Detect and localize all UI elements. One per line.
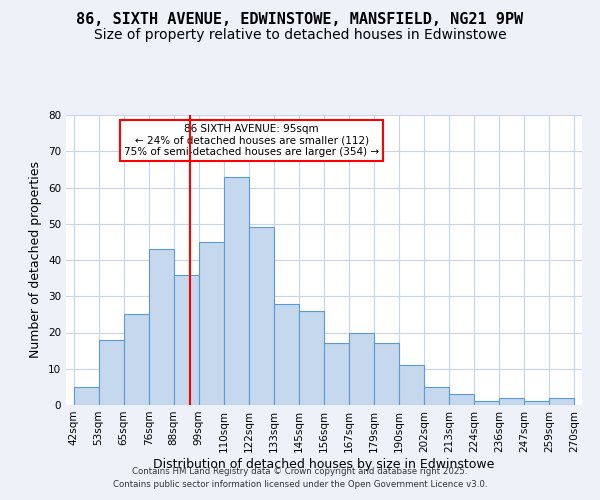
Bar [499,398,524,405]
Bar [249,228,274,405]
Bar [98,340,124,405]
Text: 86, SIXTH AVENUE, EDWINSTOWE, MANSFIELD, NG21 9PW: 86, SIXTH AVENUE, EDWINSTOWE, MANSFIELD,… [76,12,524,28]
Bar [124,314,149,405]
Bar [224,176,249,405]
Bar [550,398,574,405]
Bar [449,394,474,405]
Bar [324,344,349,405]
Bar [424,387,449,405]
Bar [399,365,424,405]
Bar [74,387,98,405]
Bar [349,332,374,405]
Text: Contains HM Land Registry data © Crown copyright and database right 2025.: Contains HM Land Registry data © Crown c… [132,467,468,476]
Text: Size of property relative to detached houses in Edwinstowe: Size of property relative to detached ho… [94,28,506,42]
Bar [374,344,399,405]
X-axis label: Distribution of detached houses by size in Edwinstowe: Distribution of detached houses by size … [154,458,494,470]
Bar [299,310,324,405]
Bar [474,402,499,405]
Text: Contains public sector information licensed under the Open Government Licence v3: Contains public sector information licen… [113,480,487,489]
Y-axis label: Number of detached properties: Number of detached properties [29,162,43,358]
Text: 86 SIXTH AVENUE: 95sqm
← 24% of detached houses are smaller (112)
75% of semi-de: 86 SIXTH AVENUE: 95sqm ← 24% of detached… [124,124,379,157]
Bar [174,274,199,405]
Bar [274,304,299,405]
Bar [524,402,550,405]
Bar [149,249,174,405]
Bar [199,242,224,405]
